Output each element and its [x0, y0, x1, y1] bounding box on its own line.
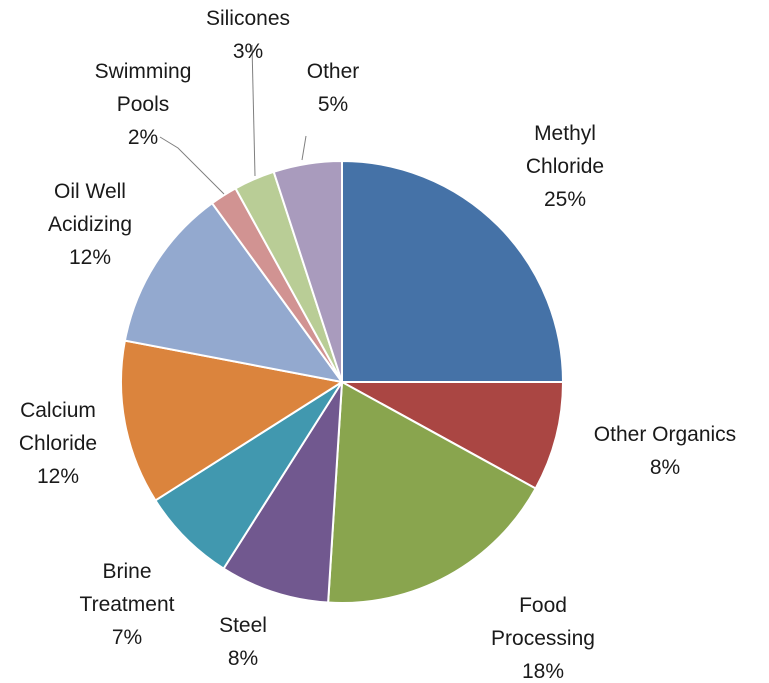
slice-label: Oil Well Acidizing 12% [48, 180, 132, 269]
slice-label: Methyl Chloride 25% [526, 122, 604, 211]
pie-slice [272, 159, 343, 383]
pie-slices [120, 159, 565, 604]
slice-value-label: 2% [128, 126, 158, 149]
slice-labels: Methyl Chloride 25% Other Organics 8% Food Pro… [19, 7, 736, 683]
pie-slice [123, 201, 345, 384]
slice-name-label: Chloride [19, 432, 97, 455]
slice-name-label: Oil Well [54, 180, 126, 203]
pie-slice [120, 339, 345, 502]
slice-name-label: Pools [117, 93, 170, 116]
slice-label: Food Processing 18% [491, 594, 595, 683]
slice-label: Calcium Chloride 12% [19, 399, 97, 488]
slice-name-label: Swimming [95, 60, 192, 83]
slice-label: Silicones 3% [206, 7, 290, 63]
slice-value-label: 8% [650, 456, 680, 479]
slice-value-label: 3% [233, 40, 263, 63]
slice-value-label: 12% [69, 246, 111, 269]
slice-name-label: Acidizing [48, 213, 132, 236]
slice-value-label: 7% [112, 626, 142, 649]
slice-value-label: 8% [228, 647, 258, 670]
slice-label: Other Organics 8% [594, 423, 736, 479]
slice-name-label: Calcium [20, 399, 96, 422]
slice-name-label: Food [519, 594, 567, 617]
pie-slice [222, 381, 343, 604]
slice-name-label: Other Organics [594, 423, 736, 446]
slice-label: Brine Treatment 7% [80, 560, 175, 649]
slice-value-label: 5% [318, 93, 348, 116]
leader-line [301, 135, 307, 161]
slice-value-label: 18% [522, 660, 564, 683]
leader-line [251, 44, 256, 177]
pie-slice [341, 159, 565, 383]
leader-lines [159, 44, 307, 195]
slice-name-label: Processing [491, 627, 595, 650]
slice-name-label: Other [307, 60, 360, 83]
pie-slice [327, 380, 538, 604]
slice-value-label: 25% [544, 188, 586, 211]
slice-name-label: Steel [219, 614, 267, 637]
slice-name-label: Treatment [80, 593, 175, 616]
slice-value-label: 12% [37, 465, 79, 488]
slice-name-label: Silicones [206, 7, 290, 30]
slice-name-label: Brine [102, 560, 151, 583]
slice-label: Steel 8% [219, 614, 267, 670]
slice-label: Swimming Pools 2% [95, 60, 192, 149]
pie-slice [341, 381, 565, 490]
slice-label: Other 5% [307, 60, 360, 116]
slice-name-label: Chloride [526, 155, 604, 178]
leader-line [159, 136, 225, 195]
slice-name-label: Methyl [534, 122, 596, 145]
